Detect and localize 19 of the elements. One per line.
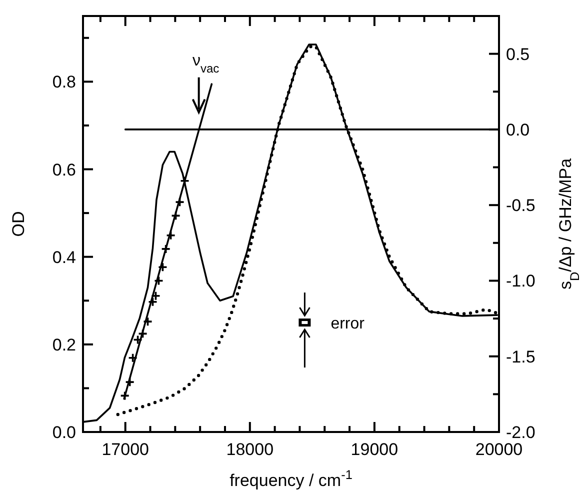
annotation: ν$_{vac}$: [192, 52, 220, 76]
y2-tick-label: 0.5: [506, 44, 530, 64]
x-tick-label: 20000: [475, 440, 523, 459]
y-tick-label: 0.2: [52, 335, 76, 354]
y2-tick-label: -1.5: [506, 347, 536, 366]
x-tick-label: 18000: [226, 440, 274, 459]
y-tick-label: 0.4: [52, 248, 76, 267]
x-axis-title: frequency / cm$^{-1}$: [230, 466, 352, 490]
y-tick-label: 0.0: [52, 423, 76, 442]
y2-tick-label: 0.0: [506, 120, 530, 140]
y2-tick-label: -0.5: [506, 196, 536, 216]
y2-tick-label: -1.0: [506, 272, 536, 291]
annotation: error: [330, 316, 366, 333]
y2-tick-label: -2.0: [506, 423, 536, 442]
y-tick-label: 0.8: [52, 72, 76, 92]
y-axis-title: OD: [9, 211, 28, 237]
x-tick-label: 17000: [102, 440, 149, 459]
y-tick-label: 0.6: [52, 160, 76, 180]
x-tick-label: 19000: [350, 440, 398, 459]
